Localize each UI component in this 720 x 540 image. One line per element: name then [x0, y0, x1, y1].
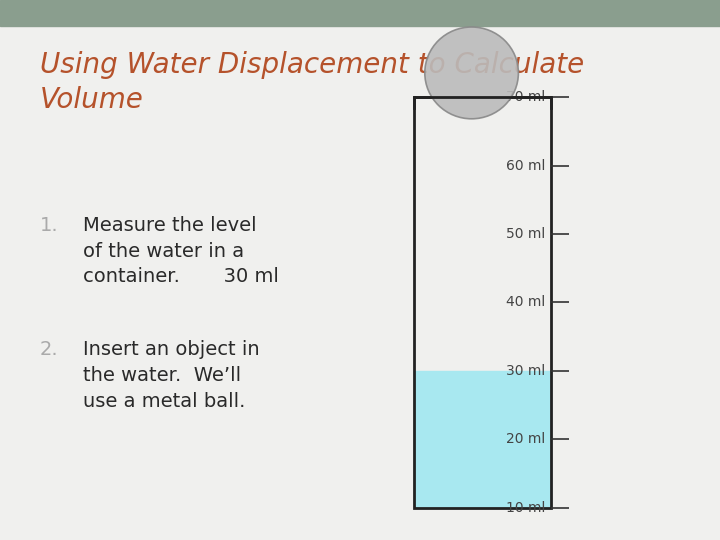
Text: Using Water Displacement to Calculate
Volume: Using Water Displacement to Calculate Vo…: [40, 51, 584, 114]
Text: 50 ml: 50 ml: [505, 227, 545, 241]
Text: Insert an object in
the water.  We’ll
use a metal ball.: Insert an object in the water. We’ll use…: [83, 340, 259, 411]
Bar: [414, 371, 551, 508]
Text: 1.: 1.: [40, 216, 58, 235]
Text: 2.: 2.: [40, 340, 58, 359]
Text: 60 ml: 60 ml: [505, 159, 545, 173]
Ellipse shape: [425, 27, 518, 119]
Text: Measure the level
of the water in a
container.       30 ml: Measure the level of the water in a cont…: [83, 216, 279, 287]
Bar: [414, 97, 551, 508]
Text: 10 ml: 10 ml: [505, 501, 545, 515]
Text: 70 ml: 70 ml: [505, 90, 545, 104]
Text: 20 ml: 20 ml: [505, 432, 545, 446]
Bar: [0, 0, 720, 26]
Text: 30 ml: 30 ml: [505, 364, 545, 378]
Text: 40 ml: 40 ml: [505, 295, 545, 309]
